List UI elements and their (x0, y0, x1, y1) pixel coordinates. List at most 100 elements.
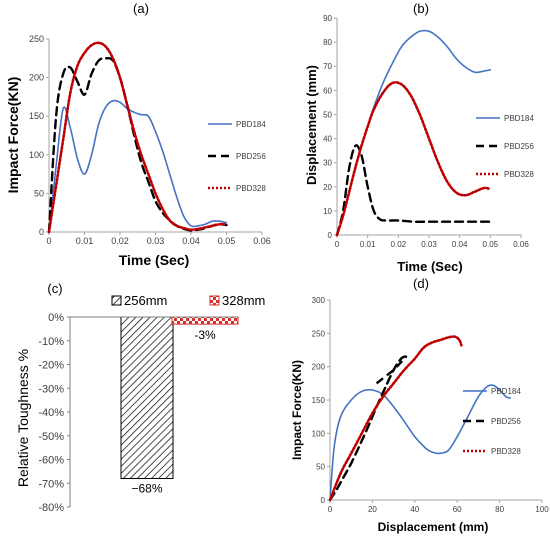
bars: −68% -3% (120, 316, 239, 496)
series-line-pbd328 (335, 81, 492, 237)
y-tick-label: 0 (39, 227, 44, 237)
legend-label: PBD184 (236, 120, 266, 129)
y-tick-label: 90 (323, 14, 332, 23)
panel-label: (c) (47, 281, 62, 296)
x-tick-label: 0.04 (182, 236, 200, 246)
legend: PBD184 PBD256 PBD328 (208, 120, 266, 193)
y-tick-label: 250 (312, 329, 326, 338)
panel-label: (a) (133, 1, 149, 16)
y-tick-label: 50 (34, 188, 44, 198)
x-tick-label: 40 (410, 505, 419, 514)
panel-d-impact-force-vs-displacement: (d) Impact Force(KN) Displacement (mm) 0… (290, 276, 549, 534)
legend-label: PBD328 (491, 447, 521, 456)
tick-labels: 0% -10% -20% -30% -40% -50% -60% -70% -80% (38, 312, 64, 514)
y-tick-label: -30% (38, 383, 64, 395)
x-tick-label: 0.02 (111, 236, 129, 246)
y-tick-label: -70% (38, 478, 64, 490)
y-tick-label: 200 (29, 73, 44, 83)
y-axis-title: Impact Force(KN) (290, 360, 304, 460)
panel-a-impact-force-vs-time: (a) Impact Force(KN) Time (Sec) 0 0.01 0.0… (5, 1, 271, 268)
y-tick-label: 0 (328, 231, 333, 240)
x-axis-title: Time (Sec) (119, 252, 190, 268)
tick-labels: 0 0.01 0.02 0.03 0.04 0.05 0.06 0 10 20 30 40 50 60 70… (323, 14, 529, 249)
series-line-pbd184 (329, 384, 511, 501)
y-axis-title: Relative Toughness % (15, 349, 31, 487)
y-tick-label: 0% (48, 312, 64, 324)
x-tick-label: 0.03 (421, 240, 437, 249)
legend: PBD184 PBD256 PBD328 (463, 387, 521, 456)
y-tick-label: 80 (323, 38, 332, 47)
y-tick-label: -50% (38, 431, 64, 443)
series-lines (47, 41, 228, 234)
x-tick-label: 0.05 (218, 236, 236, 246)
panel-b-displacement-vs-time: (b) Displacement (mm) Time (Sec) 0 0.01 0.… (304, 1, 534, 274)
series-line-pbd184 (336, 29, 492, 236)
x-tick-label: 100 (535, 505, 549, 514)
legend-label: PBD328 (504, 170, 534, 179)
y-tick-label: -10% (38, 336, 64, 348)
x-tick-label: 0.02 (391, 240, 407, 249)
series-line-pbd256 (335, 144, 492, 237)
x-tick-label: 0.03 (147, 236, 165, 246)
x-tick-label: 0.05 (483, 240, 499, 249)
legend-label: PBD256 (236, 152, 266, 161)
bar-256mm (120, 316, 174, 479)
x-tick-label: 0.01 (76, 236, 94, 246)
bar-data-label: -3% (194, 328, 216, 342)
x-tick-label: 60 (453, 505, 462, 514)
x-tick-label: 80 (495, 505, 504, 514)
series-lines (328, 335, 511, 502)
axes (67, 316, 238, 508)
panel-label: (d) (413, 276, 429, 291)
y-tick-label: 40 (323, 135, 332, 144)
series-line-pbd184 (48, 99, 228, 233)
axes (327, 299, 543, 503)
x-tick-label: 0.04 (452, 240, 468, 249)
x-tick-label: 0 (335, 240, 340, 249)
y-tick-label: 30 (323, 159, 332, 168)
x-axis-title: Time (Sec) (397, 259, 463, 274)
y-tick-label: 50 (316, 463, 325, 472)
x-tick-label: 20 (368, 505, 377, 514)
y-tick-label: 200 (312, 363, 326, 372)
panel-label: (b) (413, 1, 429, 16)
x-tick-label: 0 (46, 236, 51, 246)
axes (334, 17, 522, 238)
y-tick-label: 70 (323, 62, 332, 71)
x-axis-title: Displacement (mm) (378, 520, 489, 534)
y-axis-title: Impact Force(KN) (5, 77, 21, 194)
series-line-pbd256 (328, 355, 410, 502)
y-tick-label: 0 (321, 496, 326, 505)
tick-labels: 0 0.01 0.02 0.03 0.04 0.05 0.06 0 50 100 150 200 250 (29, 34, 271, 246)
series-line-pbd328 (47, 41, 228, 234)
series-lines (335, 29, 492, 237)
bar-data-label: −68% (131, 482, 162, 496)
legend-swatch (209, 295, 220, 306)
y-tick-label: 60 (323, 86, 332, 95)
series-line-pbd328 (328, 335, 463, 502)
x-tick-label: 0.01 (360, 240, 376, 249)
legend-label: PBD184 (491, 387, 521, 396)
series-line-pbd256-branch (375, 355, 408, 385)
y-tick-label: -20% (38, 360, 64, 372)
y-tick-label: 300 (312, 296, 326, 305)
legend-label: PBD256 (504, 142, 534, 151)
legend-label: 256mm (124, 293, 167, 308)
legend-label: PBD256 (491, 417, 521, 426)
y-tick-label: 100 (312, 429, 326, 438)
y-tick-label: 10 (323, 207, 332, 216)
legend-label: PBD184 (504, 114, 534, 123)
x-tick-label: 0.06 (253, 236, 271, 246)
legend-label: PBD328 (236, 184, 266, 193)
y-axis-title: Displacement (mm) (304, 65, 319, 185)
y-tick-label: 50 (323, 110, 332, 119)
bar-328mm (171, 316, 239, 325)
y-tick-label: 150 (29, 111, 44, 121)
x-tick-label: 0.06 (513, 240, 529, 249)
y-tick-label: -60% (38, 455, 64, 467)
x-tick-label: 0 (328, 505, 333, 514)
axes (46, 38, 263, 235)
legend-swatch (111, 295, 122, 306)
y-tick-label: -80% (38, 502, 64, 514)
